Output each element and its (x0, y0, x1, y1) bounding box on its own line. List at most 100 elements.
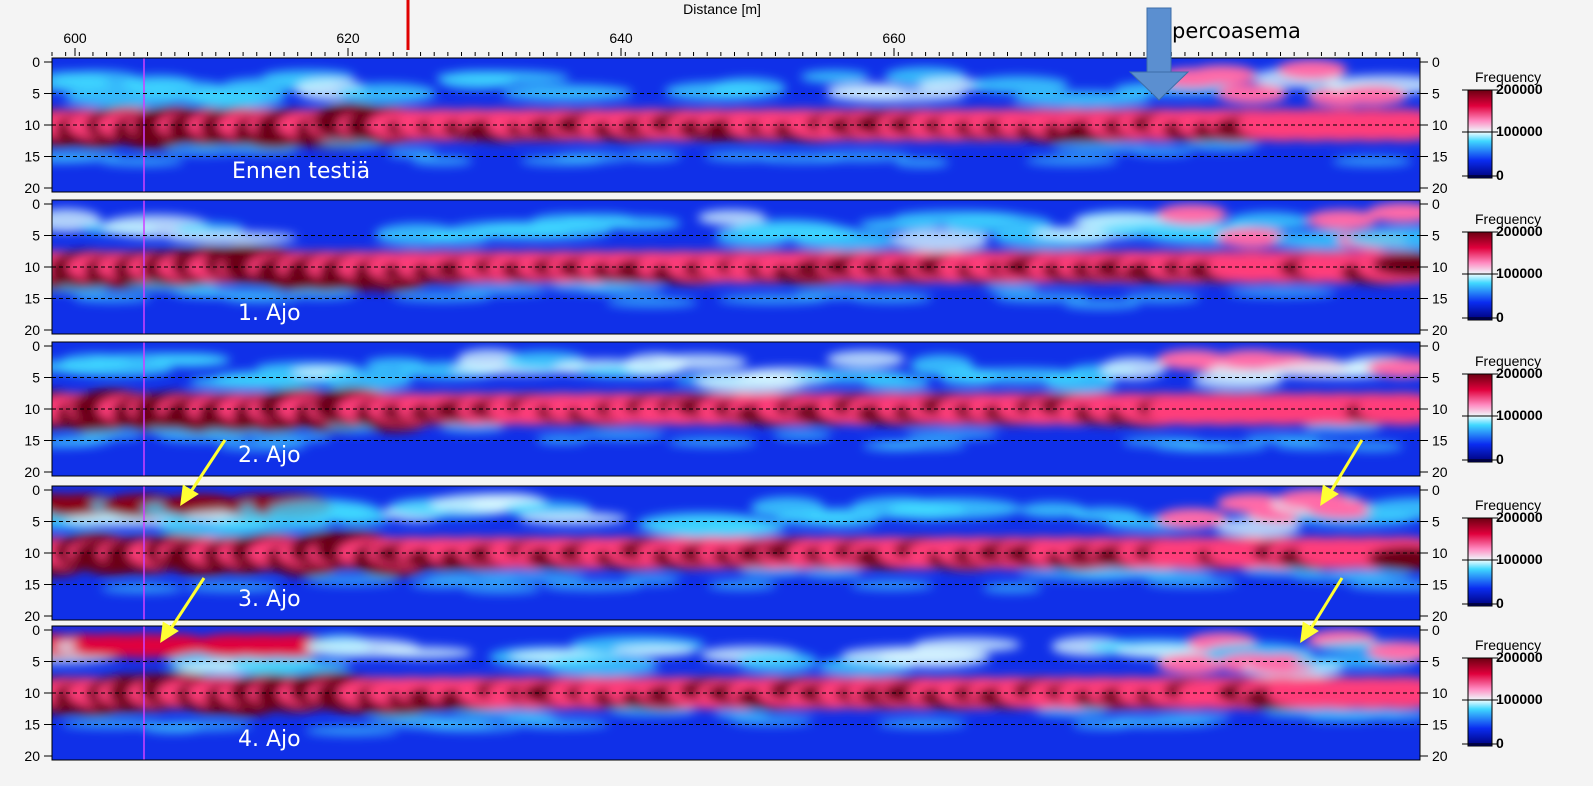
blob (188, 86, 285, 109)
blob (794, 230, 900, 250)
y-tick-label: 10 (24, 117, 40, 133)
blob (52, 151, 122, 162)
blob (969, 75, 1069, 94)
blob (878, 647, 991, 668)
yellow-arrows (160, 439, 1364, 643)
blob (375, 646, 473, 659)
y-tick-label-right: 0 (1432, 338, 1440, 354)
y-tick-label: 15 (24, 149, 40, 165)
blob (709, 77, 787, 99)
x-tick-label: 660 (882, 30, 906, 46)
blob (982, 583, 1042, 594)
colorbar-title: Frequency (1475, 637, 1541, 653)
blob (411, 155, 473, 166)
y-tick-label: 0 (32, 196, 40, 212)
colorbar-label: 0 (1496, 451, 1504, 467)
blob (1357, 109, 1420, 141)
blob (850, 580, 934, 591)
x-tick-label: 600 (63, 30, 87, 46)
colorbar-label: 100000 (1496, 123, 1543, 139)
y-tick-label: 0 (32, 482, 40, 498)
y-tick-label-right: 10 (1432, 545, 1448, 561)
colorbar-scale (1467, 657, 1493, 747)
blob (730, 715, 814, 726)
blob (813, 151, 911, 162)
colorbar-label: 0 (1496, 309, 1504, 325)
annotation: percoasema (1172, 19, 1301, 43)
blob (1012, 90, 1151, 107)
colorbar-title: Frequency (1475, 69, 1541, 85)
blob (894, 157, 950, 168)
blob (1367, 641, 1420, 662)
blob (1331, 570, 1413, 581)
colorbar-label: 200000 (1496, 81, 1543, 97)
y-tick-label-right: 20 (1432, 322, 1448, 338)
blob (739, 567, 805, 578)
blob (1063, 299, 1141, 310)
blob (1307, 498, 1377, 519)
colorbar-label: 100000 (1496, 691, 1543, 707)
y-tick-label-right: 20 (1432, 464, 1448, 480)
blob (132, 633, 212, 658)
x-tick-label: 640 (609, 30, 633, 46)
blob (250, 659, 352, 673)
y-tick-label-right: 15 (1432, 717, 1448, 733)
colorbar-label: 200000 (1496, 223, 1543, 239)
blob (455, 285, 549, 296)
blob (337, 83, 437, 104)
panel: 0 0 5 5 10 10 15 15 20 20 Ennen testiä Frequency200… (24, 54, 1543, 196)
blob (1340, 441, 1404, 452)
blob (851, 292, 933, 303)
blob (862, 375, 931, 391)
blob (1187, 64, 1257, 85)
blob (100, 156, 184, 167)
arrow-annotation (1128, 7, 1190, 101)
y-tick-label: 0 (32, 622, 40, 638)
blob (501, 84, 633, 102)
y-tick-label: 20 (24, 464, 40, 480)
y-tick-label-right: 15 (1432, 577, 1448, 593)
blob (330, 509, 391, 526)
blob (877, 718, 967, 729)
blob (985, 284, 1039, 295)
y-tick-label: 5 (32, 228, 40, 244)
y-tick-label-right: 5 (1432, 654, 1440, 670)
y-tick-label: 20 (24, 180, 40, 196)
y-tick-label-right: 10 (1432, 259, 1448, 275)
blob (1367, 202, 1420, 223)
blob (1374, 710, 1420, 721)
blob (1307, 209, 1377, 230)
blob (707, 580, 777, 591)
panel-label: Ennen testiä (232, 159, 370, 184)
blob (386, 148, 438, 159)
x-tick-label: 620 (336, 30, 360, 46)
blob (72, 292, 152, 303)
heatmap-blobs (52, 202, 1420, 310)
blob (151, 720, 253, 731)
colorbar-scale (1467, 373, 1493, 463)
blob (772, 429, 832, 440)
blob (1157, 204, 1227, 225)
blob (1100, 357, 1166, 380)
y-tick-label: 10 (24, 259, 40, 275)
y-tick-label-right: 5 (1432, 86, 1440, 102)
heatmap-blobs (52, 59, 1420, 168)
y-tick-label-right: 5 (1432, 370, 1440, 386)
blob (612, 644, 696, 657)
blob (477, 572, 587, 583)
colorbar-title: Frequency (1475, 497, 1541, 513)
blob (1331, 156, 1413, 167)
blob (1346, 226, 1420, 250)
blob (151, 353, 231, 368)
blob (1123, 292, 1201, 303)
y-tick-label-right: 20 (1432, 180, 1448, 196)
blob (1363, 497, 1420, 520)
colorbar-label: 200000 (1496, 365, 1543, 381)
blob (1303, 423, 1381, 434)
blob (905, 429, 999, 440)
